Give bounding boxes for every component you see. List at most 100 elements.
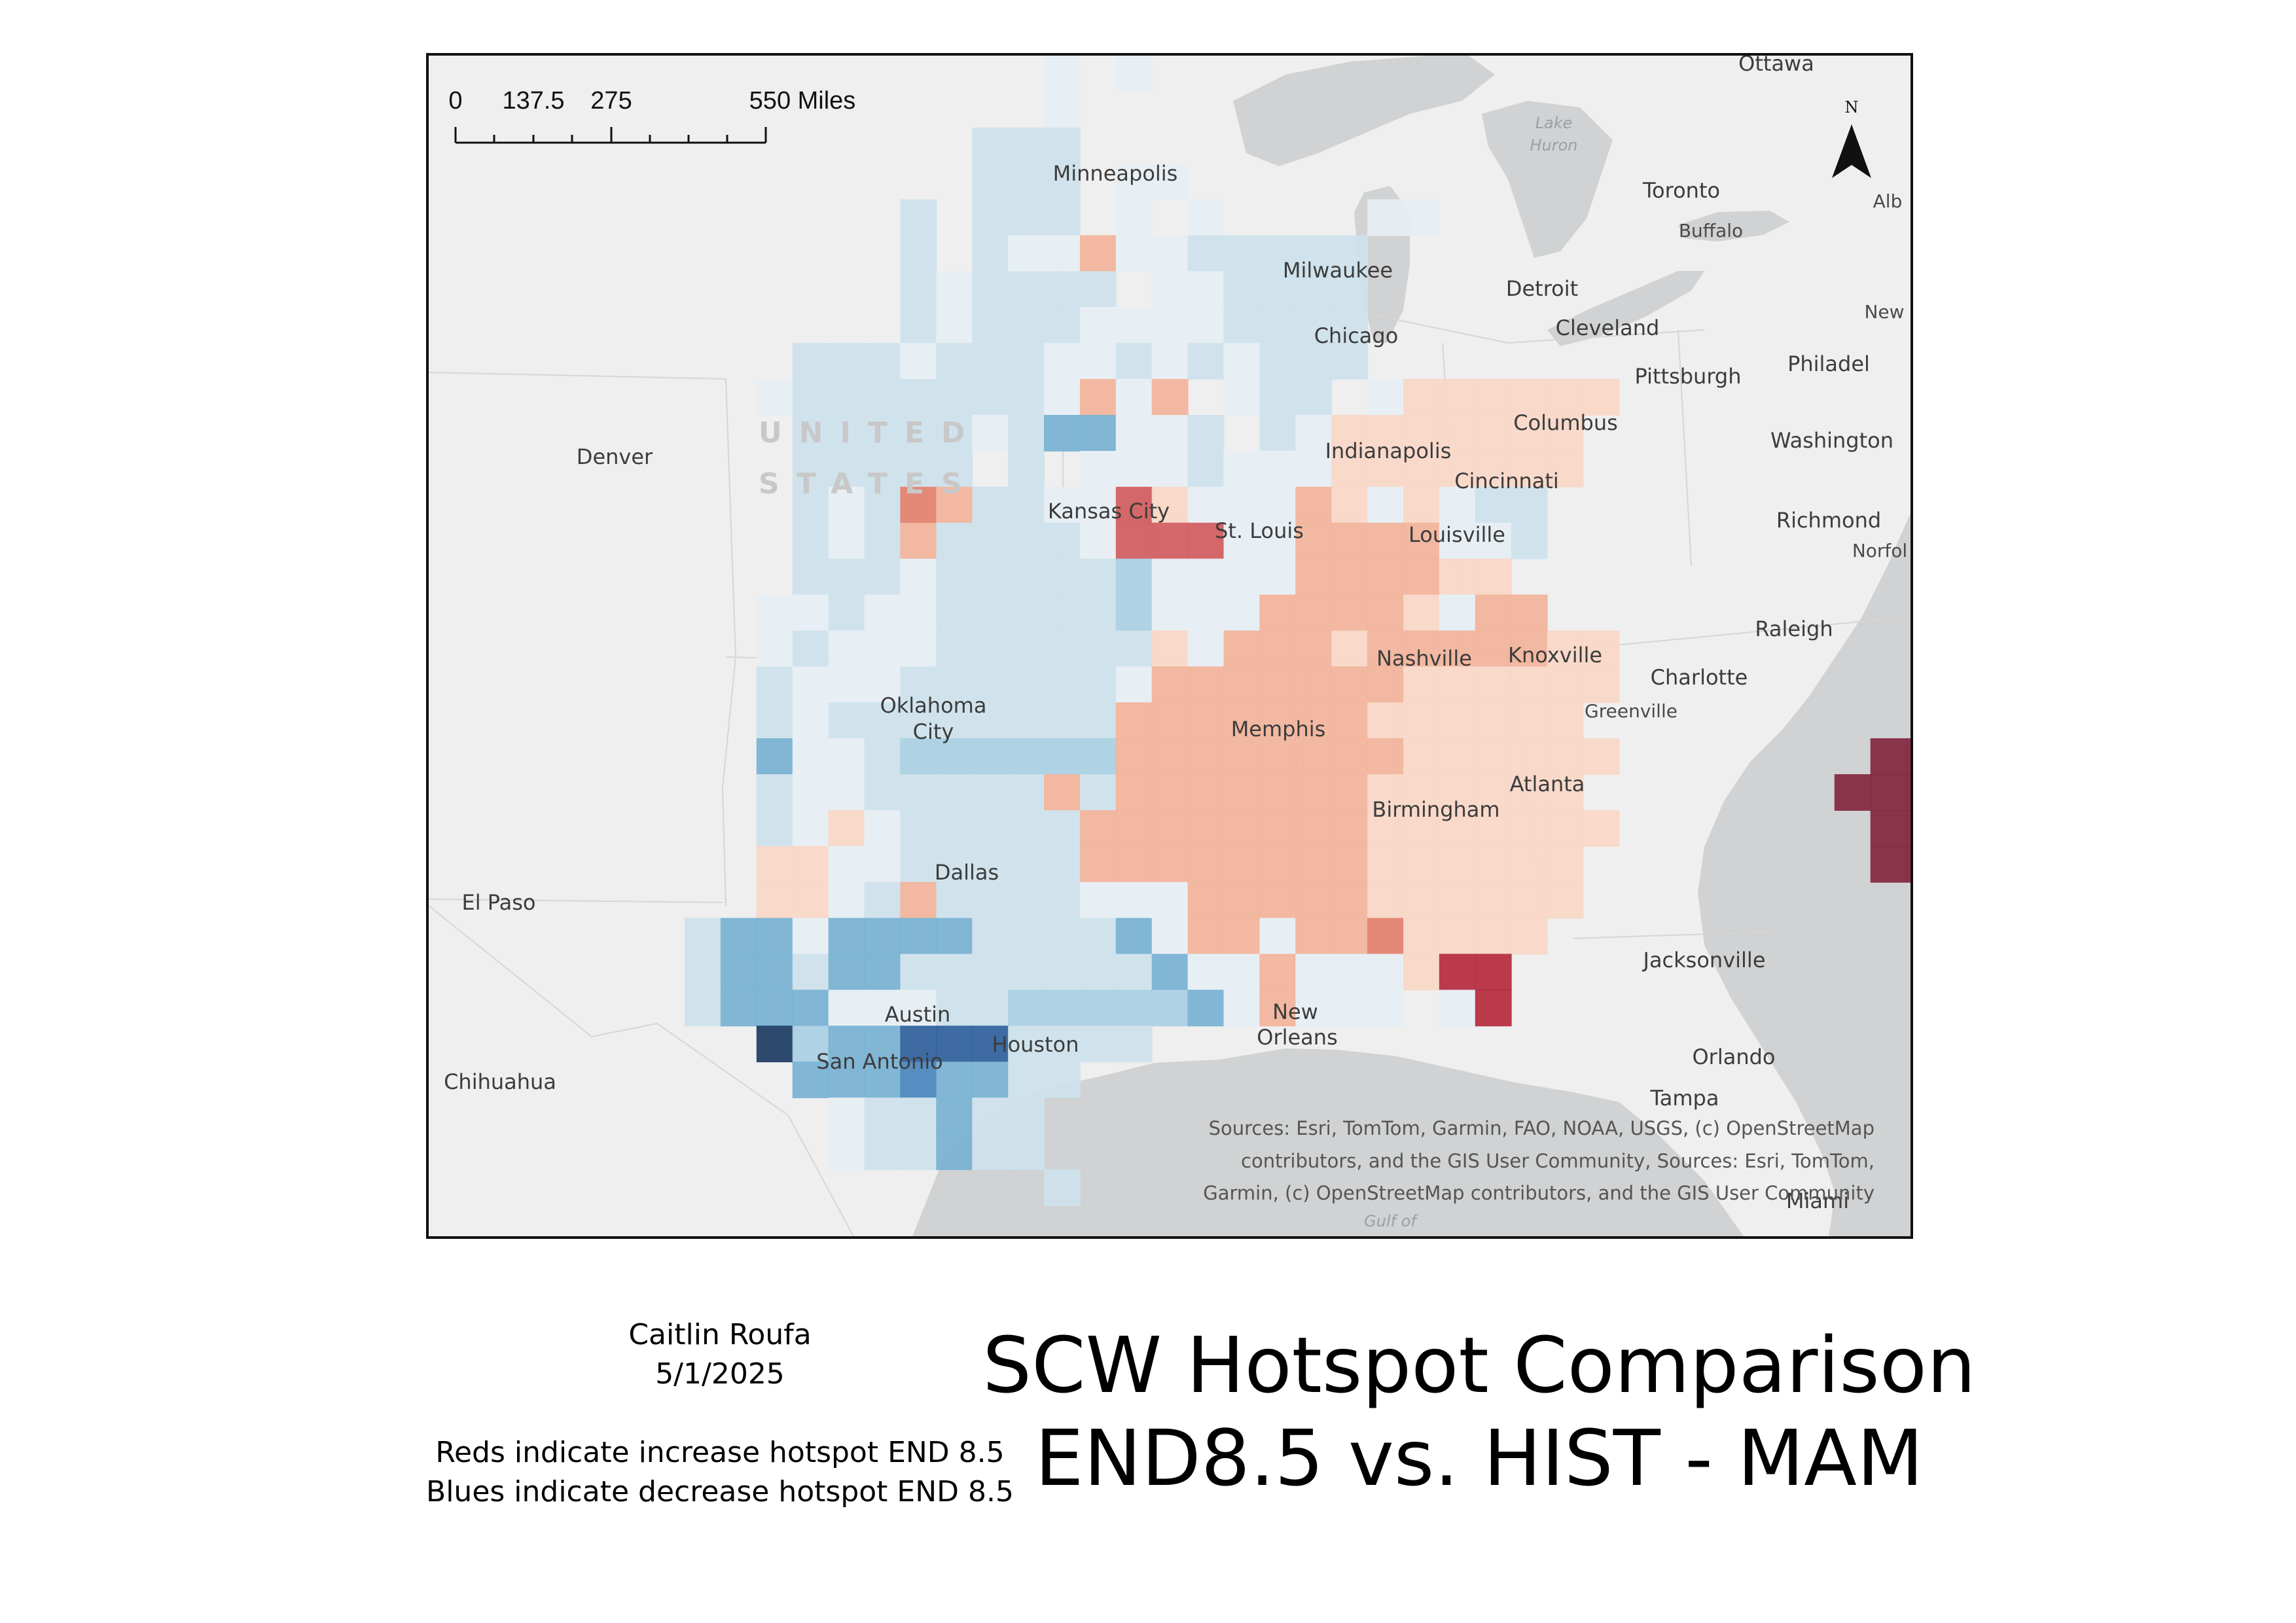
sources-line-3: Garmin, (c) OpenStreetMap contributors, …	[1203, 1182, 1874, 1204]
hotspot-cell	[900, 271, 937, 308]
hotspot-cell	[900, 954, 937, 991]
hotspot-cell	[828, 594, 865, 632]
hotspot-cell	[1151, 666, 1189, 704]
hotspot-cell	[936, 918, 973, 955]
hotspot-cell	[1511, 594, 1548, 632]
hotspot-cell	[936, 558, 973, 596]
hotspot-cell	[1403, 918, 1440, 955]
hotspot-cell	[1547, 702, 1584, 740]
hotspot-cell	[1223, 558, 1261, 596]
hotspot-cell	[1008, 774, 1045, 811]
hotspot-cell	[1295, 702, 1333, 740]
city-label: Tampa	[1650, 1086, 1719, 1111]
hotspot-cell	[1187, 774, 1225, 811]
author-name: Caitlin Roufa	[628, 1318, 812, 1351]
hotspot-cell	[1151, 810, 1189, 847]
hotspot-cell	[1295, 235, 1333, 272]
hotspot-cell	[1223, 738, 1261, 775]
city-label: Dallas	[935, 860, 999, 885]
hotspot-cell	[1259, 774, 1297, 811]
hotspot-cell	[1079, 271, 1117, 308]
city-label: City	[913, 719, 954, 744]
hotspot-cell	[900, 990, 937, 1027]
hotspot-cell	[972, 1061, 1009, 1099]
hotspot-cell	[1223, 594, 1261, 632]
hotspot-cell	[1008, 235, 1045, 272]
hotspot-cell	[1187, 666, 1225, 704]
hotspot-cell	[1187, 558, 1225, 596]
hotspot-cell	[1439, 594, 1476, 632]
hotspot-cells[interactable]	[685, 56, 1910, 1206]
city-label: Cincinnati	[1454, 469, 1559, 493]
hotspot-cell	[936, 810, 973, 847]
hotspot-cell	[972, 127, 1009, 164]
hotspot-cell	[1547, 846, 1584, 883]
hotspot-cell	[972, 307, 1009, 344]
hotspot-cell	[1403, 558, 1440, 596]
hotspot-cell	[756, 1026, 793, 1063]
hotspot-cell	[936, 954, 973, 991]
hotspot-cell	[900, 702, 937, 740]
hotspot-cell	[1475, 522, 1512, 560]
city-label: Austin	[885, 1002, 951, 1027]
hotspot-cell	[1439, 450, 1476, 488]
hotspot-cell	[1044, 990, 1081, 1027]
hotspot-cell	[900, 774, 937, 811]
hotspot-cell	[1331, 307, 1369, 344]
hotspot-cell	[1044, 307, 1081, 344]
hotspot-cell	[972, 666, 1009, 704]
hotspot-cell	[1583, 810, 1620, 847]
hotspot-cell	[1008, 630, 1045, 668]
hotspot-cell	[1008, 1061, 1045, 1099]
hotspot-cell	[1079, 379, 1117, 416]
hotspot-cell	[864, 594, 901, 632]
city-label: New	[1272, 999, 1318, 1024]
hotspot-cell	[864, 630, 901, 668]
hotspot-cell	[1439, 846, 1476, 883]
hotspot-cell	[756, 990, 793, 1027]
hotspot-cell	[1511, 415, 1548, 452]
hotspot-cell	[900, 882, 937, 919]
hotspot-cell	[756, 918, 793, 955]
country-label: UNITED STATES	[759, 416, 965, 501]
hotspot-cell	[1367, 702, 1404, 740]
hotspot-cell	[756, 630, 793, 668]
hotspot-cell	[1439, 379, 1476, 416]
hotspot-cell	[1870, 846, 1907, 883]
hotspot-map[interactable]: UNITED STATES Lake Huron Gulf of Ottawa Min…	[429, 56, 1910, 1236]
city-label: Milwaukee	[1283, 258, 1393, 283]
hotspot-cell	[972, 415, 1009, 452]
hotspot-cell	[1439, 630, 1476, 668]
city-label: Jacksonville	[1642, 948, 1766, 972]
city-label: Columbus	[1513, 410, 1618, 435]
hotspot-cell	[972, 343, 1009, 380]
hotspot-cell	[792, 486, 829, 524]
hotspot-cell	[1834, 774, 1871, 811]
hotspot-cell	[1475, 774, 1512, 811]
hotspot-cell	[864, 1061, 901, 1099]
hotspot-cell	[1295, 882, 1333, 919]
city-label: Detroit	[1506, 276, 1578, 301]
hotspot-cell	[1115, 343, 1153, 380]
hotspot-cell	[720, 918, 757, 955]
city-label: Orleans	[1257, 1025, 1337, 1050]
hotspot-cell	[1511, 522, 1548, 560]
hotspot-cell	[828, 882, 865, 919]
hotspot-cell	[1331, 918, 1369, 955]
hotspot-cell	[1223, 522, 1261, 560]
hotspot-cell	[972, 1133, 1009, 1170]
hotspot-cell	[1331, 415, 1369, 452]
hotspot-cell	[1403, 486, 1440, 524]
hotspot-cell	[900, 846, 937, 883]
city-label: Minneapolis	[1053, 161, 1178, 186]
lake-ontario	[1678, 211, 1789, 241]
legend-note-blues: Blues indicate decrease hotspot END 8.5	[426, 1475, 1014, 1508]
hotspot-cell	[900, 558, 937, 596]
scale-tick-137-5: 137.5	[502, 87, 564, 115]
hotspot-cell	[1044, 846, 1081, 883]
hotspot-cell	[1151, 271, 1189, 308]
hotspot-cell	[936, 594, 973, 632]
map-frame[interactable]: UNITED STATES Lake Huron Gulf of Ottawa Min…	[426, 53, 1913, 1239]
hotspot-cell	[1439, 702, 1476, 740]
hotspot-cell	[1367, 594, 1404, 632]
